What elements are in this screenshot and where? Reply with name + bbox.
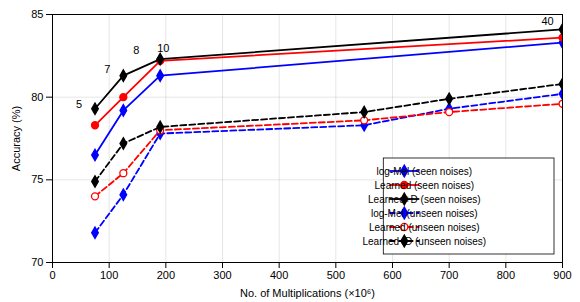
- svg-text:40: 40: [542, 15, 554, 27]
- svg-text:600: 600: [383, 269, 401, 281]
- svg-text:7: 7: [104, 63, 110, 75]
- svg-text:log-Mel (unseen noises): log-Mel (unseen noises): [371, 208, 478, 219]
- svg-text:70: 70: [31, 256, 43, 268]
- svg-text:Learned+D (unseen noises): Learned+D (unseen noises): [362, 236, 486, 247]
- svg-text:500: 500: [327, 269, 345, 281]
- svg-text:0: 0: [49, 269, 55, 281]
- svg-text:5: 5: [76, 98, 82, 110]
- svg-text:Accuracy (%): Accuracy (%): [10, 106, 22, 171]
- svg-text:8: 8: [133, 44, 139, 56]
- svg-text:Learned (unseen noises): Learned (unseen noises): [369, 222, 480, 233]
- svg-text:100: 100: [100, 269, 118, 281]
- svg-text:80: 80: [31, 91, 43, 103]
- svg-text:log-Mel (seen noises): log-Mel (seen noises): [376, 166, 472, 177]
- svg-text:200: 200: [157, 269, 175, 281]
- svg-text:800: 800: [497, 269, 515, 281]
- svg-text:Learned (seen noises): Learned (seen noises): [375, 180, 475, 191]
- svg-text:400: 400: [270, 269, 288, 281]
- svg-text:900: 900: [553, 269, 571, 281]
- svg-text:No. of Multiplications (×10⁶): No. of Multiplications (×10⁶): [240, 287, 375, 299]
- svg-text:85: 85: [31, 8, 43, 20]
- svg-text:Learned+D (seen noises): Learned+D (seen noises): [368, 194, 481, 205]
- svg-text:300: 300: [213, 269, 231, 281]
- svg-text:10: 10: [157, 42, 169, 54]
- svg-text:75: 75: [31, 173, 43, 185]
- svg-text:700: 700: [440, 269, 458, 281]
